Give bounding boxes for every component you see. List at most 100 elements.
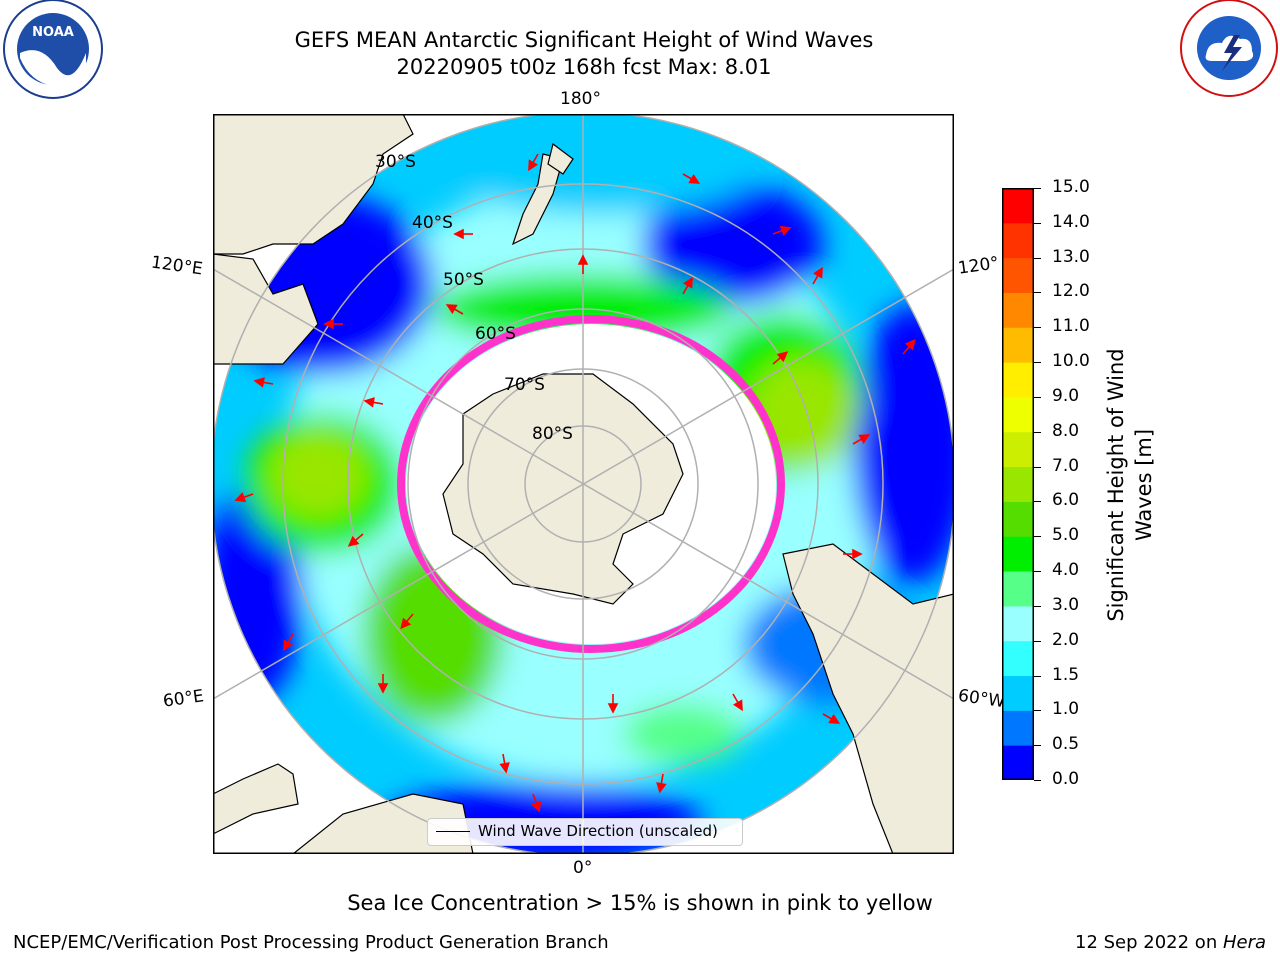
colorbar-segment xyxy=(1002,710,1034,746)
arrow xyxy=(682,276,693,295)
colorbar-tick-label: 9.0 xyxy=(1052,385,1080,406)
colorbar-tick-mark xyxy=(1034,536,1041,538)
noaa-logo: NOAA xyxy=(2,0,104,100)
lat-label-50s: 50°S xyxy=(443,270,484,290)
colorbar-tick-label: 13.0 xyxy=(1052,246,1090,267)
colorbar-segment xyxy=(1002,188,1034,224)
arrow xyxy=(843,548,863,560)
colorbar-tick-label: 0.0 xyxy=(1052,769,1080,789)
colorbar-tick-label: 3.0 xyxy=(1052,594,1080,615)
colorbar-tick-label: 11.0 xyxy=(1052,316,1090,337)
arrow xyxy=(528,153,539,172)
lon-label-120e: 120°E xyxy=(149,252,204,280)
colorbar-segment xyxy=(1002,431,1034,468)
colorbar-segment xyxy=(1002,327,1034,363)
colorbar-segment xyxy=(1002,675,1034,711)
colorbar-tick-mark xyxy=(1034,362,1041,364)
arrow xyxy=(812,266,823,285)
colorbar-tick-label: 7.0 xyxy=(1052,455,1080,476)
legend-line xyxy=(436,831,470,832)
colorbar-segment xyxy=(1002,222,1034,259)
arrow xyxy=(902,338,916,355)
lat-label-60s: 60°S xyxy=(475,324,516,344)
colorbar-segment xyxy=(1002,396,1034,433)
colorbar-tick-mark xyxy=(1034,396,1041,398)
arrow xyxy=(283,633,294,652)
lon-label-180: 180° xyxy=(560,89,601,109)
arrow xyxy=(347,533,364,547)
colorbar-tick-label: 15.0 xyxy=(1052,177,1090,197)
colorbar-tick-mark xyxy=(1034,571,1041,573)
colorbar-segment xyxy=(1002,257,1034,293)
colorbar-segment xyxy=(1002,640,1034,677)
colorbar-tick-mark xyxy=(1034,222,1041,224)
arrow xyxy=(656,773,667,794)
arrow xyxy=(577,254,589,274)
colorbar-title: Significant Height of Wind Waves [m] xyxy=(1102,348,1158,621)
colorbar-title-line-1: Significant Height of Wind xyxy=(1104,348,1128,622)
lat-label-40s: 40°S xyxy=(412,213,453,233)
arrow xyxy=(682,173,701,184)
svg-text:NOAA: NOAA xyxy=(32,25,74,40)
colorbar-tick-label: 12.0 xyxy=(1052,281,1090,302)
lat-label-30s: 30°S xyxy=(375,152,416,172)
colorbar-tick-mark xyxy=(1034,675,1041,677)
colorbar-title-line-2: Waves [m] xyxy=(1132,428,1156,542)
arrow xyxy=(607,694,619,714)
colorbar-tick-mark xyxy=(1034,292,1041,294)
footer-machine: Hera xyxy=(1222,932,1266,953)
lon-label-0: 0° xyxy=(573,858,593,878)
land-masses xyxy=(213,114,954,854)
colorbar-tick-mark xyxy=(1034,327,1041,329)
wave-direction-arrows xyxy=(234,153,916,813)
arrow xyxy=(253,377,274,388)
colorbar-segment xyxy=(1002,501,1034,537)
colorbar-tick-mark xyxy=(1034,431,1041,433)
footer-branch: NCEP/EMC/Verification Post Processing Pr… xyxy=(13,932,609,953)
arrow xyxy=(363,397,384,408)
footer-date: 12 Sep 2022 on Hera xyxy=(1075,932,1266,953)
colorbar xyxy=(1002,188,1034,781)
colorbar-tick-mark xyxy=(1034,710,1041,712)
colorbar-segment xyxy=(1002,362,1034,398)
graticule xyxy=(213,114,954,854)
colorbar-tick-label: 1.5 xyxy=(1052,664,1080,685)
colorbar-tick-label: 6.0 xyxy=(1052,490,1080,511)
sea-ice-note: Sea Ice Concentration > 15% is shown in … xyxy=(347,891,933,915)
lon-label-120w: 120° xyxy=(956,253,1001,279)
arrow xyxy=(445,304,464,315)
colorbar-tick-mark xyxy=(1034,188,1041,189)
lat-label-80s: 80°S xyxy=(532,424,573,444)
arrow xyxy=(234,492,254,503)
arrow xyxy=(732,693,743,712)
arrow xyxy=(377,674,389,694)
colorbar-tick-label: 4.0 xyxy=(1052,560,1080,581)
arrow xyxy=(772,225,792,236)
colorbar-segment xyxy=(1002,536,1034,572)
lon-label-60e: 60°E xyxy=(161,686,206,712)
title-line-2: 20220905 t00z 168h fcst Max: 8.01 xyxy=(396,55,772,79)
colorbar-segment xyxy=(1002,745,1034,781)
colorbar-tick-label: 14.0 xyxy=(1052,211,1090,232)
arrow xyxy=(822,713,841,724)
arrow xyxy=(772,351,789,365)
colorbar-tick-mark xyxy=(1034,501,1041,503)
arrow xyxy=(531,793,542,813)
colorbar-tick-mark xyxy=(1034,605,1041,607)
footer-date-text: 12 Sep 2022 on xyxy=(1075,932,1223,953)
colorbar-segment xyxy=(1002,605,1034,642)
colorbar-tick-mark xyxy=(1034,466,1041,468)
arrow xyxy=(852,434,871,445)
colorbar-tick-mark xyxy=(1034,745,1041,747)
colorbar-tick-label: 0.5 xyxy=(1052,734,1080,755)
colorbar-tick-mark xyxy=(1034,780,1041,781)
colorbar-tick-label: 10.0 xyxy=(1052,351,1090,372)
colorbar-segment xyxy=(1002,466,1034,502)
colorbar-segment xyxy=(1002,571,1034,607)
colorbar-tick-label: 1.0 xyxy=(1052,699,1080,720)
nws-logo xyxy=(1178,0,1280,99)
arrow xyxy=(323,318,343,330)
legend-label: Wind Wave Direction (unscaled) xyxy=(478,822,718,840)
colorbar-tick-mark xyxy=(1034,257,1041,259)
wave-height-map xyxy=(213,114,954,854)
